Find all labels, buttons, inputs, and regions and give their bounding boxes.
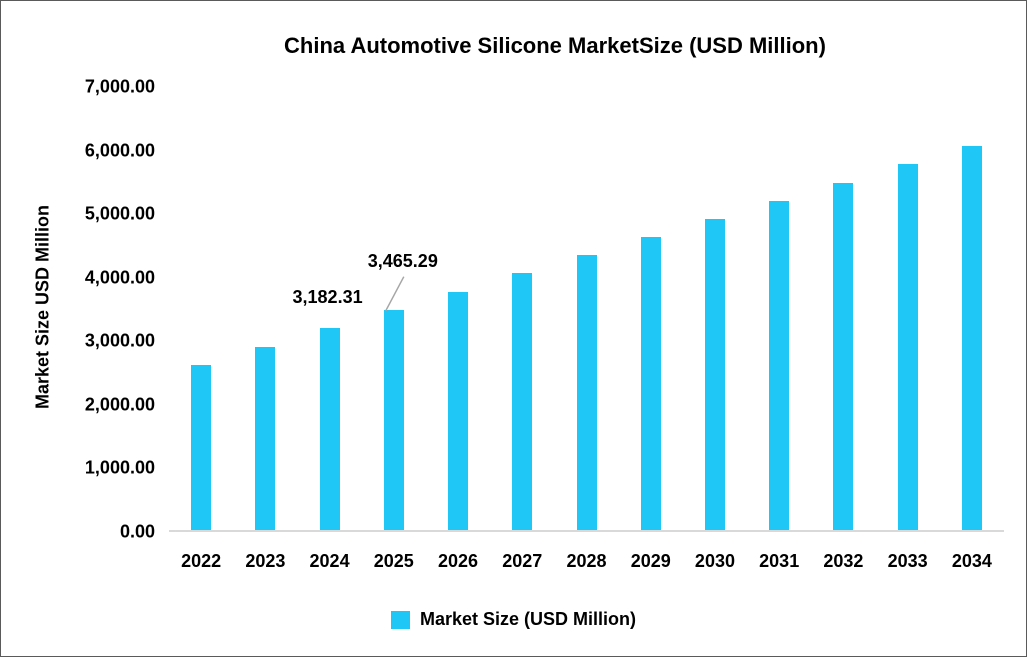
bar-2028 <box>576 255 597 530</box>
bar-2023 <box>255 346 276 530</box>
bar-2032 <box>833 182 854 530</box>
x-tick-label-2026: 2026 <box>438 551 479 571</box>
y-tick-label: 3,000.00 <box>84 330 155 351</box>
x-tick-label-2027: 2027 <box>502 551 543 571</box>
x-tick-label-2033: 2033 <box>887 551 928 571</box>
legend: Market Size (USD Million) <box>1 609 1026 630</box>
bar-2027 <box>512 273 533 530</box>
bar-2031 <box>769 201 790 530</box>
y-axis-title: Market Size USD Million <box>32 204 53 410</box>
bar-2033 <box>897 163 918 530</box>
y-tick-label: 2,000.00 <box>84 394 155 415</box>
bar-2024 <box>319 327 340 530</box>
x-tick-label-2031: 2031 <box>759 551 800 571</box>
x-tick-label-2030: 2030 <box>694 551 735 571</box>
bar-2030 <box>704 219 725 530</box>
y-tick-label: 0.00 <box>119 521 155 542</box>
x-tick-label-2025: 2025 <box>373 551 414 571</box>
data-label-2024: 3,182.31 <box>292 286 363 307</box>
x-tick-label-2023: 2023 <box>245 551 286 571</box>
bar-2034 <box>961 146 982 530</box>
y-tick-label: 5,000.00 <box>84 203 155 224</box>
x-tick-label-2028: 2028 <box>566 551 607 571</box>
y-tick-label: 7,000.00 <box>84 76 155 97</box>
x-tick-label-2032: 2032 <box>823 551 864 571</box>
legend-marker <box>390 610 410 629</box>
y-tick-label: 1,000.00 <box>84 457 155 478</box>
y-tick-label: 4,000.00 <box>84 267 155 288</box>
legend-label: Market Size (USD Million) <box>419 609 637 629</box>
bar-2022 <box>191 365 212 530</box>
x-axis-tick-labels: 2022 2023 2024 2025 2026 2027 2028 2029 2030 2031… <box>169 551 1004 575</box>
chart-title: China Automotive Silicone MarketSize (US… <box>284 33 826 58</box>
y-tick-label: 6,000.00 <box>84 140 155 161</box>
bar-2026 <box>448 291 469 530</box>
data-label-2025: 3,465.29 <box>367 250 438 271</box>
annotation-leader-line <box>385 276 405 312</box>
x-tick-label-2024: 2024 <box>309 551 350 571</box>
plot-area: 3,182.31 3,465.29 <box>169 87 1004 532</box>
bar-2025 <box>383 309 404 530</box>
x-tick-label-2034: 2034 <box>951 551 992 571</box>
bar-2029 <box>640 236 661 530</box>
x-tick-label-2029: 2029 <box>630 551 671 571</box>
x-tick-label-2022: 2022 <box>181 551 222 571</box>
